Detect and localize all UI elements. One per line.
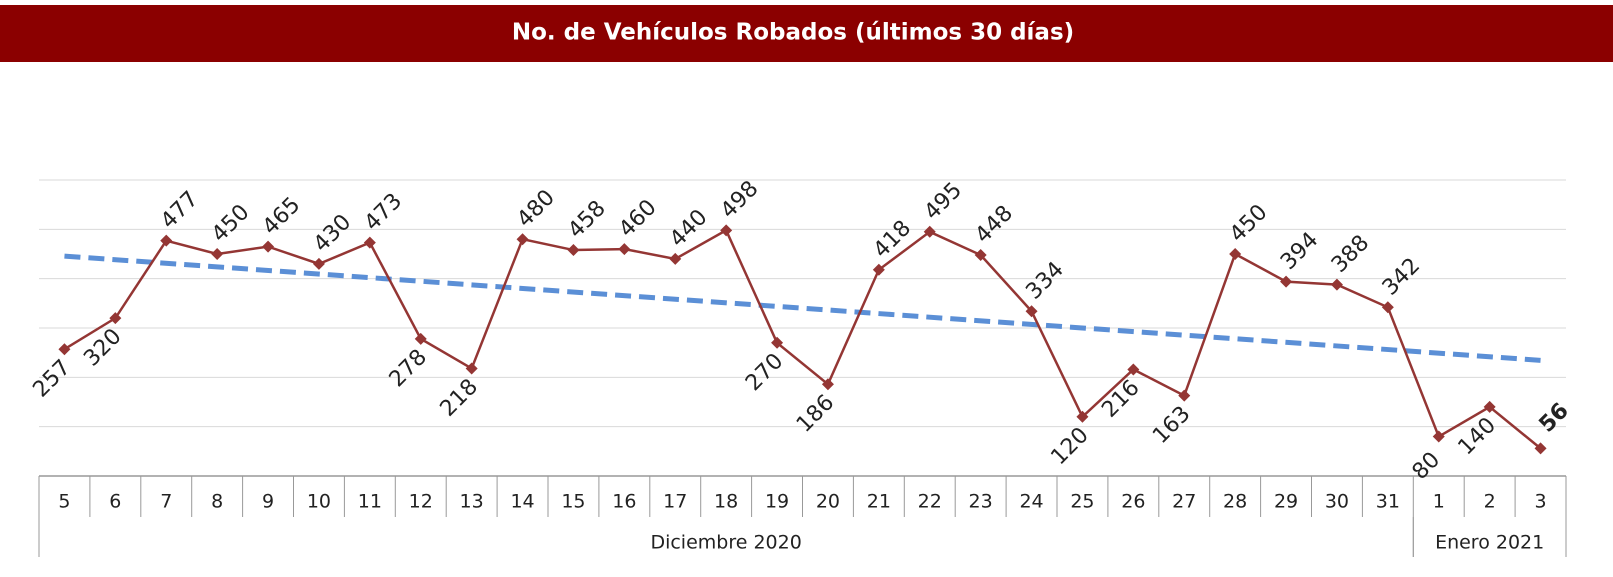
point-marker	[414, 332, 427, 345]
point-marker	[1534, 442, 1547, 455]
data-label: 394	[1276, 228, 1323, 275]
data-label: 320	[79, 324, 126, 371]
point-marker	[1076, 410, 1089, 423]
data-label: 270	[741, 349, 788, 396]
x-tick-label: 9	[262, 491, 274, 513]
point-marker	[771, 336, 784, 349]
data-label: 480	[513, 185, 560, 232]
point-marker	[262, 240, 275, 253]
point-marker	[567, 244, 580, 257]
point-marker	[363, 236, 376, 249]
point-marker	[1330, 278, 1343, 291]
point-marker	[160, 234, 173, 247]
point-marker	[109, 312, 122, 325]
x-tick-label: 31	[1376, 491, 1400, 513]
x-tick-label: 24	[1019, 491, 1043, 513]
data-label: 450	[1225, 200, 1272, 247]
title-bar	[0, 5, 1613, 62]
x-tick-label: 30	[1325, 491, 1349, 513]
data-label: 440	[665, 205, 712, 252]
data-label: 418	[869, 216, 916, 263]
point-marker	[872, 263, 885, 276]
x-tick-label: 25	[1070, 491, 1094, 513]
data-label: 495	[920, 178, 967, 225]
point-marker	[516, 233, 529, 246]
point-marker	[58, 343, 71, 356]
point-marker	[1483, 400, 1496, 413]
data-label: 460	[614, 195, 661, 242]
x-tick-label: 18	[714, 491, 738, 513]
point-marker	[1229, 248, 1242, 260]
point-marker	[1432, 430, 1445, 443]
x-tick-label: 14	[510, 491, 534, 513]
data-label: 218	[436, 374, 483, 421]
x-tick-label: 10	[307, 491, 331, 513]
x-tick-label: 11	[358, 491, 382, 513]
group-label: Enero 2021	[1435, 532, 1544, 554]
x-tick-label: 3	[1535, 491, 1547, 513]
x-tick-label: 2	[1484, 491, 1496, 513]
x-tick-label: 19	[765, 491, 789, 513]
point-marker	[211, 248, 224, 260]
x-tick-label: 29	[1274, 491, 1298, 513]
point-marker	[465, 362, 478, 375]
group-label: Diciembre 2020	[650, 532, 801, 554]
data-label: 342	[1378, 253, 1425, 300]
series-line	[63, 228, 1542, 450]
x-tick-label: 26	[1121, 491, 1145, 513]
x-tick-label: 1	[1433, 491, 1445, 513]
data-label: 216	[1097, 375, 1144, 422]
data-label: 163	[1148, 402, 1195, 449]
x-tick-label: 22	[918, 491, 942, 513]
data-label: 477	[156, 187, 203, 234]
point-marker	[1025, 305, 1038, 318]
x-tick-label: 17	[663, 491, 687, 513]
chart-title: No. de Vehículos Robados (últimos 30 día…	[512, 20, 1074, 46]
point-marker	[821, 378, 834, 391]
point-marker	[923, 225, 936, 238]
data-label: 140	[1454, 413, 1501, 460]
x-tick-label: 21	[867, 491, 891, 513]
x-tick-label: 13	[460, 491, 484, 513]
x-tick-label: 6	[109, 491, 121, 513]
data-label: 334	[1022, 257, 1069, 304]
trend-line	[64, 253, 1541, 363]
data-label: 120	[1046, 423, 1093, 470]
point-marker	[669, 252, 682, 265]
data-label: 388	[1327, 231, 1374, 278]
x-tick-label: 23	[969, 491, 993, 513]
x-tick-label: 7	[160, 491, 172, 513]
data-label: 498	[716, 176, 763, 223]
data-label: 458	[563, 196, 610, 243]
point-marker	[1178, 389, 1191, 402]
data-label: 257	[28, 355, 75, 402]
x-tick-label: 27	[1172, 491, 1196, 513]
x-tick-label: 12	[409, 491, 433, 513]
data-label: 56	[1535, 398, 1574, 437]
point-marker	[1280, 275, 1293, 288]
x-tick-label: 5	[58, 491, 70, 513]
data-label: 448	[971, 201, 1018, 248]
point-marker	[312, 257, 325, 270]
data-label: 450	[207, 200, 254, 247]
point-marker	[720, 224, 733, 237]
x-tick-label: 16	[612, 491, 636, 513]
point-marker	[974, 248, 987, 261]
data-label: 186	[792, 390, 839, 437]
data-label: 465	[258, 193, 305, 240]
point-marker	[1381, 301, 1394, 314]
x-tick-label: 28	[1223, 491, 1247, 513]
x-tick-label: 15	[561, 491, 585, 513]
x-tick-label: 8	[211, 491, 223, 513]
data-label: 278	[385, 345, 432, 392]
point-marker	[618, 243, 631, 256]
point-marker	[1127, 363, 1140, 376]
x-tick-label: 20	[816, 491, 840, 513]
